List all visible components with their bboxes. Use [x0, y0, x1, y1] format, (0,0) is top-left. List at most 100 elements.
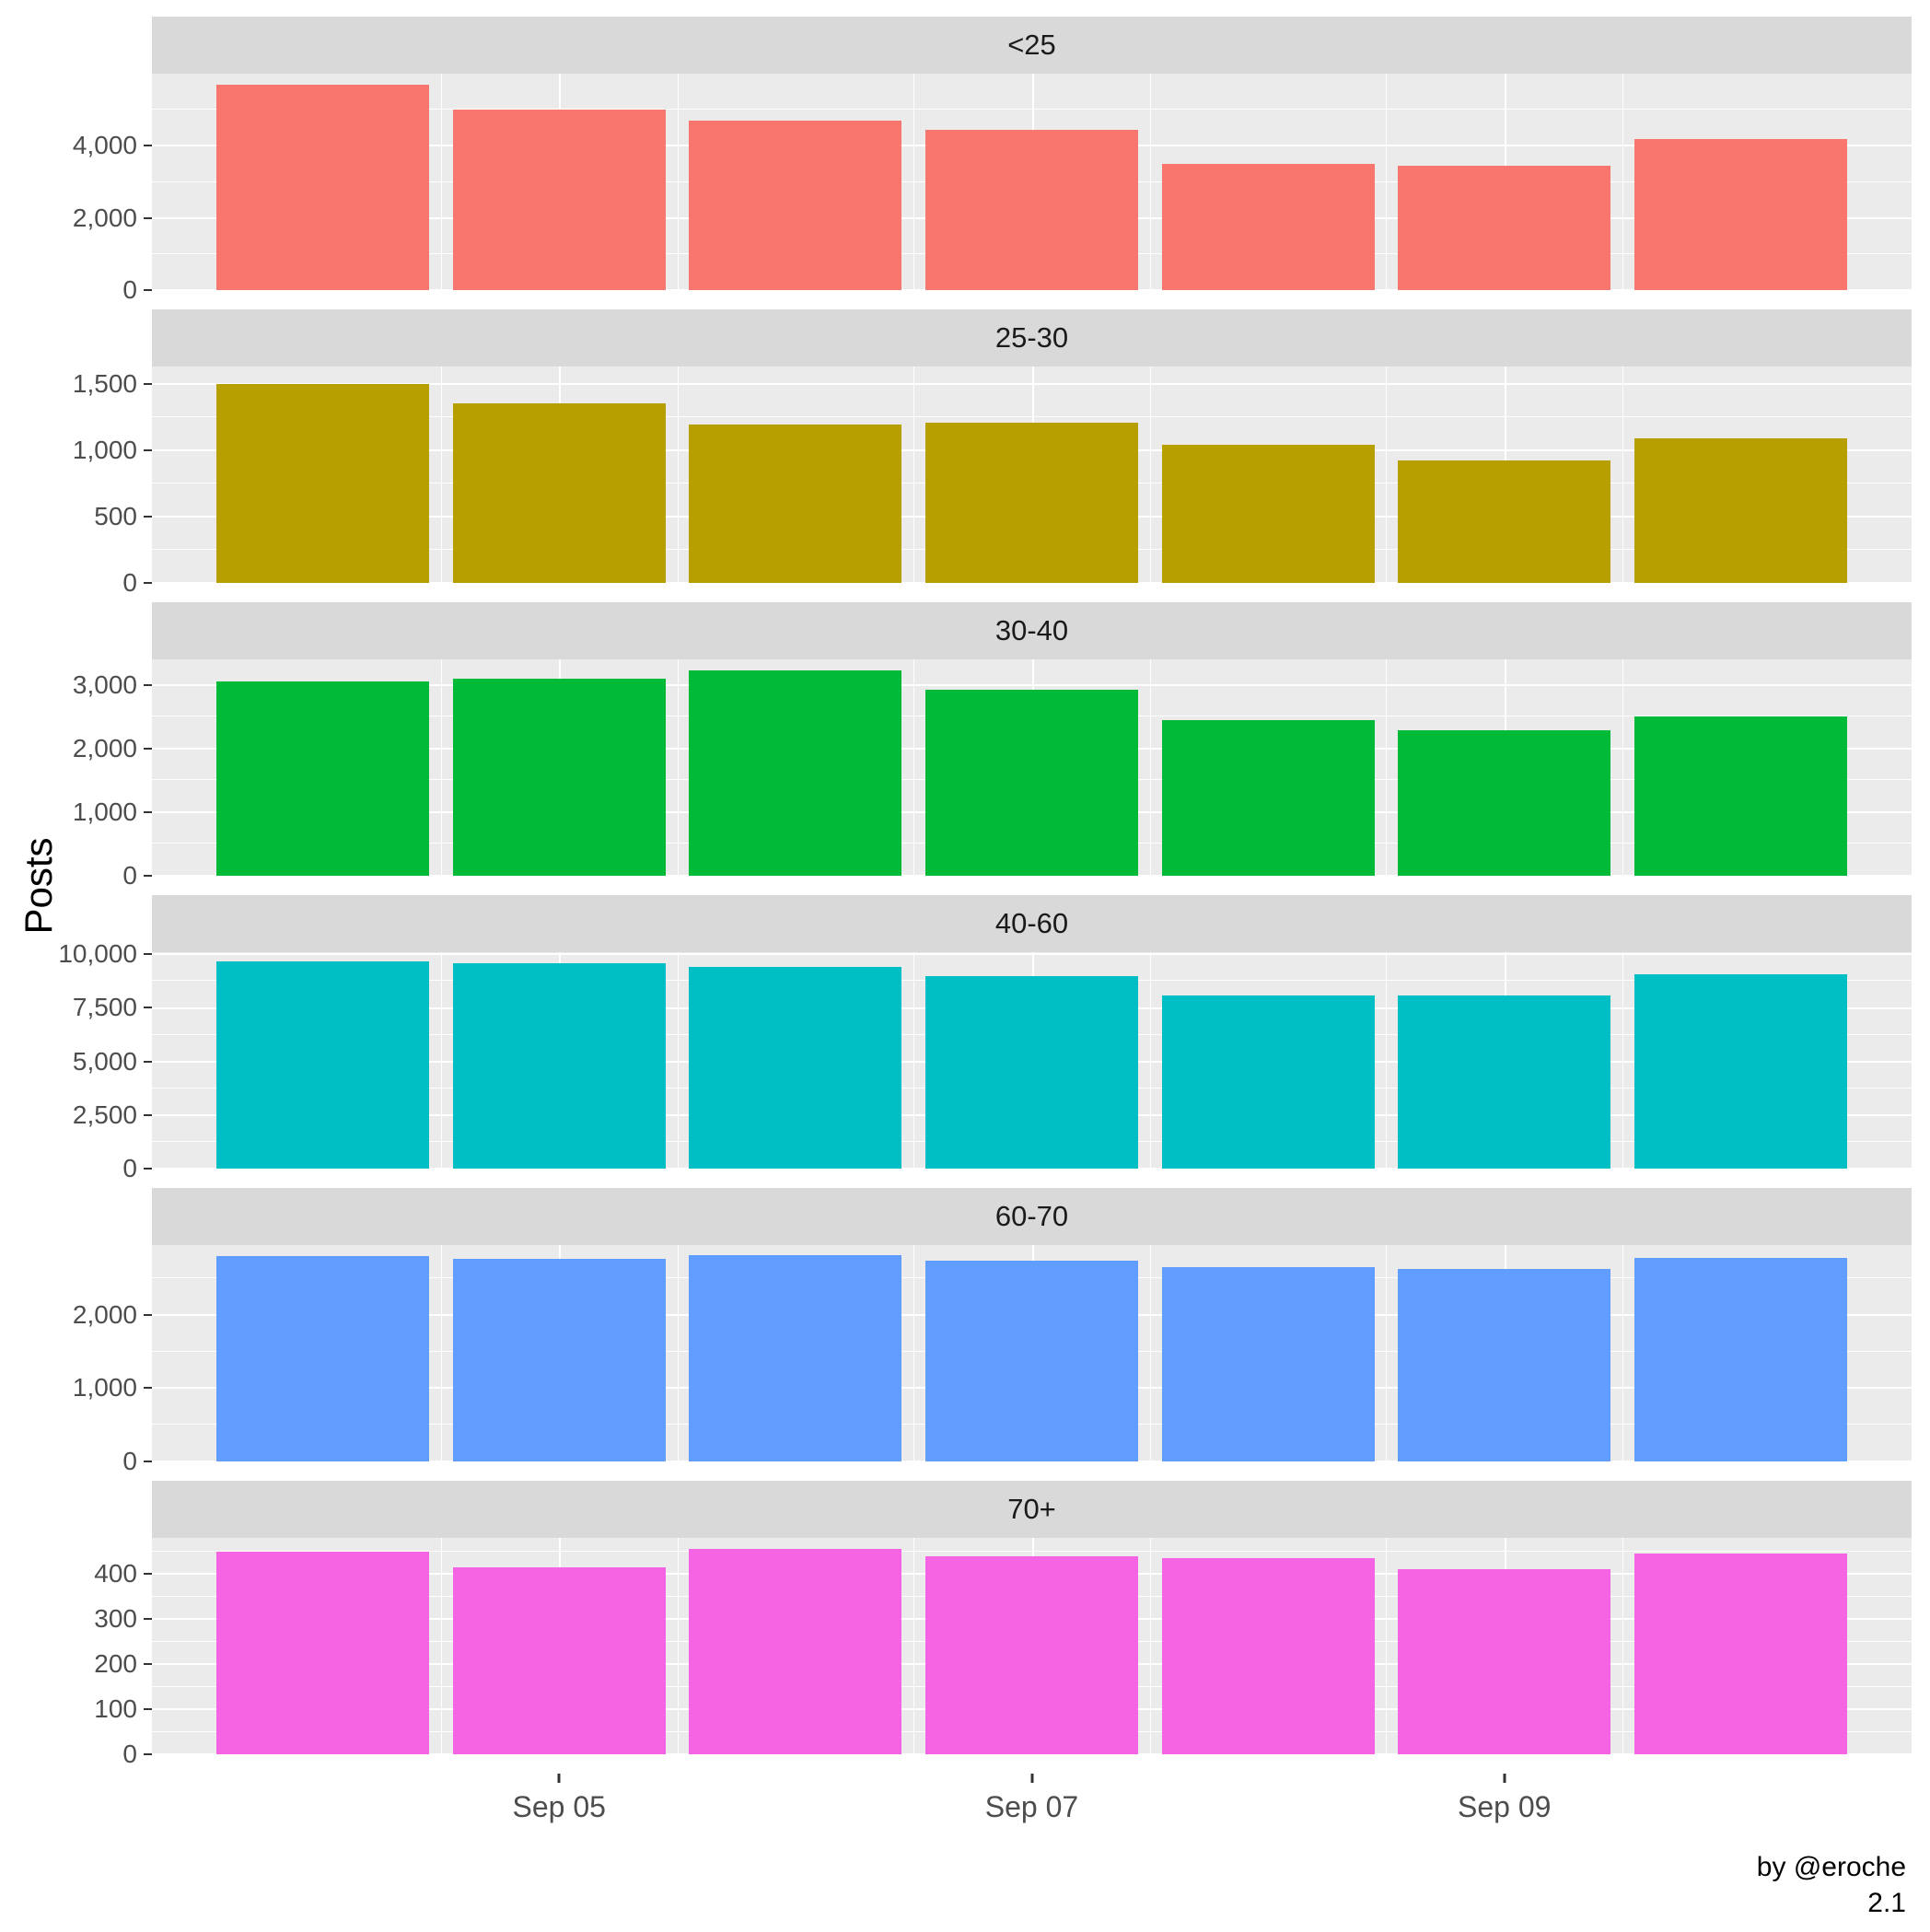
gridline-minor — [677, 1538, 679, 1754]
facet-strip: 60-70 — [152, 1188, 1912, 1245]
y-tick-mark — [144, 289, 152, 291]
y-tick-mark — [144, 1618, 152, 1621]
y-tick-label: 400 — [94, 1559, 137, 1589]
gridline-minor — [1149, 1245, 1151, 1461]
faceted-bar-chart: <25 0 2,000 4,000 25-30 0 500 1,000 1,500 30-40 0 1… — [0, 17, 1930, 1847]
y-tick-label: 0 — [122, 1447, 137, 1475]
y-tick-label: 1,000 — [72, 435, 137, 464]
gridline-minor — [913, 1245, 915, 1461]
panel — [152, 1538, 1912, 1754]
bar-Sep 04 — [216, 961, 430, 1169]
gridline-minor — [913, 367, 915, 583]
y-tick-label: 0 — [122, 1154, 137, 1182]
y-tick-label: 0 — [122, 1740, 137, 1768]
facet-strip: 40-60 — [152, 895, 1912, 952]
facet-strip: <25 — [152, 17, 1912, 74]
gridline-minor — [677, 74, 679, 290]
gridline-minor — [440, 74, 442, 290]
y-tick-mark — [144, 875, 152, 877]
bar-Sep 09 — [1398, 730, 1611, 876]
gridline-minor — [677, 659, 679, 876]
bar-Sep 10 — [1634, 437, 1847, 583]
x-axis: Sep 05 Sep 07 Sep 09 — [152, 1774, 1912, 1847]
gridline-minor — [677, 367, 679, 583]
bar-Sep 09 — [1398, 1569, 1611, 1754]
y-tick-mark — [144, 382, 152, 385]
facet-<25: <25 0 2,000 4,000 — [0, 17, 1912, 304]
panel — [152, 367, 1912, 583]
x-tick-label: Sep 09 — [1458, 1790, 1552, 1823]
bar-Sep 05 — [452, 678, 666, 876]
panel — [152, 952, 1912, 1169]
bar-Sep 04 — [216, 383, 430, 583]
bar-Sep 09 — [1398, 460, 1611, 583]
y-tick-label: 300 — [94, 1604, 137, 1634]
gridline-minor — [677, 952, 679, 1169]
y-tick-label: 7,500 — [72, 993, 137, 1022]
y-tick-label: 2,500 — [72, 1100, 137, 1129]
gridline-minor — [1622, 1245, 1624, 1461]
y-tick-mark — [144, 1573, 152, 1576]
y-tick-label: 0 — [122, 861, 137, 890]
bar-Sep 10 — [1634, 1554, 1847, 1754]
bar-Sep 05 — [452, 403, 666, 583]
y-tick-mark — [144, 1387, 152, 1390]
y-tick-mark — [144, 515, 152, 518]
y-tick-label: 10,000 — [58, 939, 137, 969]
gridline-minor — [1149, 659, 1151, 876]
y-tick-mark — [144, 1113, 152, 1116]
gridline-minor — [1622, 74, 1624, 290]
panel — [152, 659, 1912, 876]
bar-Sep 10 — [1634, 1257, 1847, 1461]
facet-panels: <25 0 2,000 4,000 25-30 0 500 1,000 1,500 30-40 0 1… — [0, 17, 1930, 1768]
bar-Sep 06 — [689, 120, 902, 290]
bar-Sep 04 — [216, 681, 430, 876]
y-tick-mark — [144, 582, 152, 584]
gridline-minor — [1149, 1538, 1151, 1754]
y-tick-mark — [144, 810, 152, 813]
y-axis: 0 100 200 300 400 — [0, 1538, 152, 1768]
y-tick-label: 1,500 — [72, 368, 137, 398]
gridline-minor — [1386, 659, 1388, 876]
bar-Sep 09 — [1398, 995, 1611, 1169]
y-axis: 0 2,500 5,000 7,500 10,000 — [0, 939, 152, 1182]
bar-Sep 06 — [689, 425, 902, 583]
y-tick-mark — [144, 1663, 152, 1666]
gridline-minor — [1386, 1245, 1388, 1461]
bar-Sep 08 — [1161, 163, 1375, 290]
bar-Sep 07 — [925, 975, 1138, 1169]
y-axis: 0 1,000 2,000 — [0, 1245, 152, 1475]
bar-Sep 08 — [1161, 1266, 1375, 1461]
y-tick-mark — [144, 1753, 152, 1755]
y-axis: 0 1,000 2,000 3,000 — [0, 659, 152, 890]
bar-Sep 05 — [452, 1566, 666, 1754]
facet-60-70: 60-70 0 1,000 2,000 — [0, 1188, 1912, 1475]
bar-Sep 06 — [689, 1549, 902, 1754]
bar-Sep 08 — [1161, 719, 1375, 876]
y-tick-mark — [144, 1708, 152, 1711]
gridline-minor — [913, 74, 915, 290]
bar-Sep 07 — [925, 1260, 1138, 1461]
y-tick-mark — [144, 1461, 152, 1462]
x-tick-mark — [557, 1774, 561, 1783]
facet-strip: 30-40 — [152, 602, 1912, 659]
bar-Sep 05 — [452, 110, 666, 290]
x-tick-mark — [1503, 1774, 1506, 1783]
bar-Sep 08 — [1161, 1558, 1375, 1754]
bar-Sep 04 — [216, 1551, 430, 1754]
gridline-minor — [440, 1245, 442, 1461]
x-tick-label: Sep 07 — [984, 1790, 1079, 1823]
y-tick-label: 1,000 — [72, 797, 137, 826]
y-tick-mark — [144, 1060, 152, 1063]
gridline-minor — [1149, 367, 1151, 583]
facet-strip: 25-30 — [152, 309, 1912, 367]
bar-Sep 06 — [689, 967, 902, 1169]
bar-Sep 07 — [925, 1555, 1138, 1754]
y-tick-label: 0 — [122, 568, 137, 597]
facet-strip: 70+ — [152, 1481, 1912, 1538]
bar-Sep 10 — [1634, 138, 1847, 290]
gridline-minor — [1386, 1538, 1388, 1754]
panel — [152, 74, 1912, 290]
y-tick-label: 0 — [122, 275, 137, 304]
bar-Sep 09 — [1398, 165, 1611, 290]
